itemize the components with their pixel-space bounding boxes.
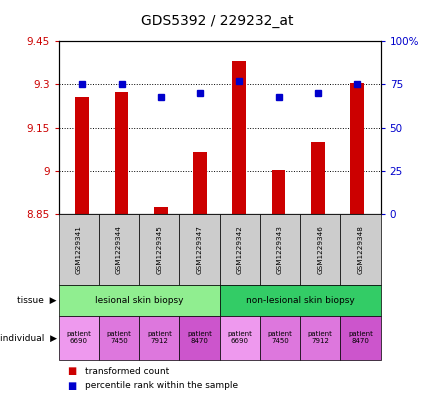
Bar xyxy=(115,92,128,214)
Text: GSM1229344: GSM1229344 xyxy=(116,225,122,274)
Text: transformed count: transformed count xyxy=(85,367,169,376)
Bar xyxy=(232,61,246,214)
Text: GSM1229341: GSM1229341 xyxy=(76,225,82,274)
Text: ■: ■ xyxy=(67,381,76,391)
Text: GSM1229347: GSM1229347 xyxy=(196,225,202,274)
Text: patient
8470: patient 8470 xyxy=(187,331,211,345)
Bar xyxy=(271,169,285,214)
Text: patient
7912: patient 7912 xyxy=(307,331,332,345)
Text: patient
7450: patient 7450 xyxy=(106,331,131,345)
Text: patient
6690: patient 6690 xyxy=(66,331,91,345)
Text: ■: ■ xyxy=(67,366,76,376)
Text: non-lesional skin biopsy: non-lesional skin biopsy xyxy=(245,296,354,305)
Text: patient
6690: patient 6690 xyxy=(227,331,252,345)
Bar xyxy=(310,142,324,214)
Text: patient
7912: patient 7912 xyxy=(147,331,171,345)
Text: GSM1229343: GSM1229343 xyxy=(276,225,283,274)
Text: lesional skin biopsy: lesional skin biopsy xyxy=(95,296,183,305)
Bar xyxy=(75,97,89,214)
Text: GSM1229348: GSM1229348 xyxy=(357,225,363,274)
Text: percentile rank within the sample: percentile rank within the sample xyxy=(85,382,237,390)
Text: patient
8470: patient 8470 xyxy=(347,331,372,345)
Text: tissue  ▶: tissue ▶ xyxy=(17,296,56,305)
Bar xyxy=(349,83,363,214)
Text: individual  ▶: individual ▶ xyxy=(0,334,56,342)
Text: GSM1229345: GSM1229345 xyxy=(156,225,162,274)
Bar xyxy=(193,152,207,214)
Text: GSM1229342: GSM1229342 xyxy=(236,225,242,274)
Text: GDS5392 / 229232_at: GDS5392 / 229232_at xyxy=(141,14,293,28)
Text: patient
7450: patient 7450 xyxy=(267,331,292,345)
Bar xyxy=(154,207,167,214)
Text: GSM1229346: GSM1229346 xyxy=(316,225,322,274)
